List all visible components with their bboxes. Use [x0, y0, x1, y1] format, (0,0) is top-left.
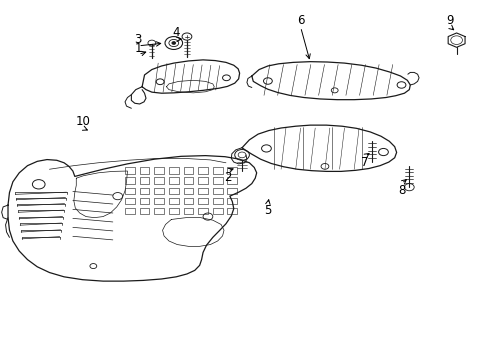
Bar: [227, 188, 237, 194]
Text: 10: 10: [76, 116, 91, 129]
Text: 5: 5: [264, 204, 271, 217]
Text: 3: 3: [134, 33, 142, 46]
Bar: [183, 208, 193, 214]
Bar: [212, 177, 222, 184]
Text: 4: 4: [172, 27, 180, 40]
Bar: [154, 177, 163, 184]
Bar: [198, 208, 207, 214]
Bar: [168, 188, 178, 194]
Bar: [140, 177, 149, 184]
Bar: [168, 167, 178, 174]
Text: 6: 6: [296, 14, 304, 27]
Text: 9: 9: [446, 14, 453, 27]
Text: 7: 7: [361, 156, 368, 169]
Bar: [140, 167, 149, 174]
Bar: [125, 167, 135, 174]
Bar: [183, 198, 193, 204]
Bar: [212, 167, 222, 174]
Bar: [212, 188, 222, 194]
Bar: [125, 198, 135, 204]
Bar: [125, 177, 135, 184]
Text: 8: 8: [397, 184, 405, 197]
Text: 1: 1: [134, 41, 142, 54]
Bar: [198, 188, 207, 194]
Bar: [198, 167, 207, 174]
Bar: [183, 177, 193, 184]
Bar: [168, 208, 178, 214]
Bar: [140, 198, 149, 204]
Bar: [183, 167, 193, 174]
Bar: [154, 188, 163, 194]
Bar: [227, 198, 237, 204]
Circle shape: [171, 41, 175, 44]
Bar: [125, 208, 135, 214]
Text: 2: 2: [223, 171, 231, 184]
Bar: [227, 177, 237, 184]
Bar: [227, 167, 237, 174]
Bar: [227, 208, 237, 214]
Bar: [154, 198, 163, 204]
Bar: [198, 198, 207, 204]
Bar: [198, 177, 207, 184]
Bar: [212, 208, 222, 214]
Bar: [212, 198, 222, 204]
Bar: [125, 188, 135, 194]
Bar: [140, 208, 149, 214]
Bar: [154, 167, 163, 174]
Bar: [140, 188, 149, 194]
Bar: [183, 188, 193, 194]
Bar: [168, 177, 178, 184]
Bar: [168, 198, 178, 204]
Bar: [154, 208, 163, 214]
